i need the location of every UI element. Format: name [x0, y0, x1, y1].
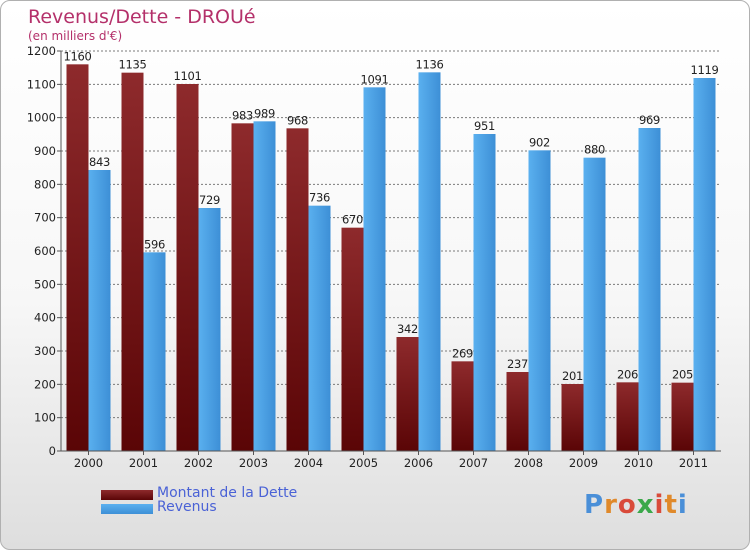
data-label-revenus: 843	[89, 155, 110, 169]
bar-dette	[176, 84, 199, 451]
data-label-revenus: 1136	[415, 57, 443, 71]
data-label-revenus: 969	[639, 113, 660, 127]
data-label-dette: 342	[397, 322, 418, 336]
data-label-revenus: 951	[474, 119, 495, 133]
data-label-revenus: 989	[254, 106, 275, 120]
x-tick-label: 2008	[514, 456, 543, 470]
y-tick-label: 900	[34, 144, 56, 158]
data-label-dette: 205	[672, 368, 693, 382]
bar-dette	[561, 384, 584, 451]
bar-dette	[66, 64, 89, 452]
bar-dette	[286, 128, 309, 451]
y-tick-label: 700	[34, 211, 56, 225]
bar-revenus	[308, 205, 331, 451]
x-tick-label: 2002	[184, 456, 213, 470]
axes	[57, 50, 721, 455]
bar-revenus	[693, 78, 716, 451]
x-tick-label: 2006	[404, 456, 433, 470]
y-tick-label: 500	[34, 277, 56, 291]
data-label-revenus: 1119	[690, 63, 718, 77]
y-tick-label: 800	[34, 177, 56, 191]
data-label-revenus: 1091	[360, 72, 388, 86]
y-tick-label: 100	[34, 411, 56, 425]
x-tick-label: 2003	[239, 456, 268, 470]
legend-label-revenus: Revenus	[157, 499, 217, 515]
bar-revenus	[253, 121, 276, 451]
y-tick-label: 200	[34, 377, 56, 391]
bar-revenus	[583, 157, 606, 451]
y-tick-label: 400	[34, 311, 56, 325]
data-label-revenus: 880	[584, 143, 605, 157]
x-tick-label: 2010	[624, 456, 653, 470]
bar-dette	[506, 372, 529, 451]
y-tick-label: 1000	[27, 111, 56, 125]
data-label-dette: 1101	[173, 69, 201, 83]
x-tick-label: 2004	[294, 456, 323, 470]
bar-revenus	[88, 170, 111, 451]
bar-dette	[121, 72, 144, 452]
bar-dette	[396, 337, 419, 451]
y-tick-label: 600	[34, 244, 56, 258]
bar-dette	[341, 227, 364, 451]
data-label-revenus: 729	[199, 193, 220, 207]
data-label-revenus: 902	[529, 135, 550, 149]
data-label-dette: 983	[232, 108, 253, 122]
legend-swatch-dette	[101, 490, 153, 500]
y-tick-label: 0	[49, 444, 56, 458]
x-tick-label: 2001	[129, 456, 158, 470]
bar-revenus	[143, 252, 166, 451]
y-tick-label: 1100	[27, 77, 56, 91]
chart-subtitle: (en milliers d'€)	[28, 29, 123, 43]
bars	[66, 64, 716, 452]
bar-revenus	[198, 208, 221, 451]
bar-revenus	[473, 134, 496, 451]
x-tick-label: 2000	[74, 456, 103, 470]
bar-dette	[671, 382, 694, 451]
data-label-dette: 1135	[118, 58, 146, 72]
data-label-dette: 968	[287, 113, 308, 127]
bar-revenus	[418, 72, 441, 451]
chart-title: Revenus/Dette - DROUé	[28, 6, 256, 28]
data-label-dette: 269	[452, 346, 473, 360]
x-tick-label: 2011	[679, 456, 708, 470]
x-tick-label: 2009	[569, 456, 598, 470]
legend-swatch-revenus	[101, 504, 153, 514]
bar-revenus	[528, 150, 551, 452]
bar-revenus	[638, 128, 661, 451]
data-label-dette: 670	[342, 213, 363, 227]
y-tick-label: 300	[34, 344, 56, 358]
x-tick-label: 2007	[459, 456, 488, 470]
proxiti-logo: Proxiti	[584, 490, 688, 520]
bar-dette	[451, 361, 474, 451]
grid-lines	[61, 50, 721, 419]
data-label-dette: 237	[507, 357, 528, 371]
y-tick-label: 1200	[27, 44, 56, 58]
data-label-dette: 1160	[63, 49, 91, 63]
data-label-revenus: 736	[309, 191, 330, 205]
bar-dette	[231, 123, 254, 451]
x-tick-label: 2005	[349, 456, 378, 470]
bar-revenus	[363, 87, 386, 451]
labels: 0 100 200 300 400 500 600 700 800 900 1000 1100 1200…	[27, 44, 719, 470]
data-label-revenus: 596	[144, 237, 165, 251]
bar-dette	[616, 382, 639, 451]
data-label-dette: 206	[617, 367, 638, 381]
legend-label-dette: Montant de la Dette	[157, 485, 298, 501]
data-label-dette: 201	[562, 369, 583, 383]
